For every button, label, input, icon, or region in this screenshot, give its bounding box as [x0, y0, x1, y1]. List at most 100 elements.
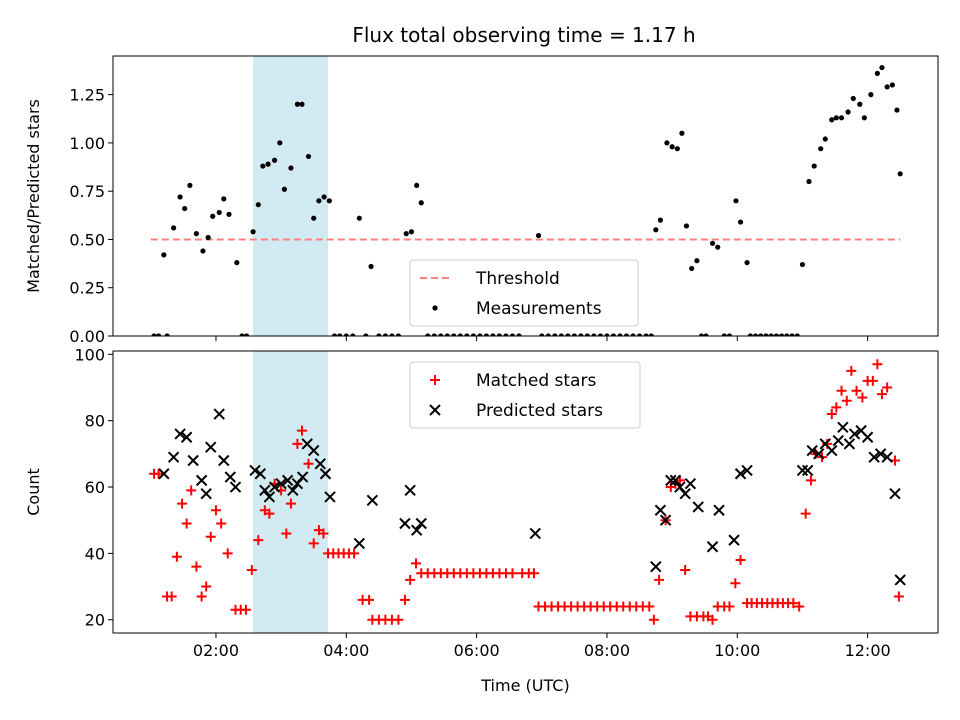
matched-stars-point [831, 402, 842, 413]
matched-stars-point [246, 564, 257, 575]
bottom-panel-counts: 02:00 04:00 06:00 08:00 10:00 12:00 20 40 60 80 10… [24, 345, 939, 695]
measurement-point [789, 333, 795, 336]
measurement-point [438, 333, 444, 336]
measurement-point [382, 333, 388, 336]
measurement-point [299, 101, 305, 107]
measurement-point [747, 333, 753, 336]
matched-stars-point [707, 614, 718, 625]
measurement-point [210, 213, 216, 219]
measurement-point [715, 244, 721, 250]
matched-stars-point [794, 601, 805, 612]
matched-stars-point [318, 528, 329, 539]
matched-stars-point [826, 409, 837, 420]
y-tick-label: 80 [85, 412, 105, 431]
measurement-point [350, 333, 356, 336]
measurement-point [535, 232, 542, 239]
measurement-point [822, 136, 828, 142]
predicted-stars-point [674, 481, 686, 493]
measurement-point [316, 198, 322, 204]
predicted-stars-point [268, 481, 281, 493]
measurement-point [694, 258, 700, 264]
x-axis-label: Time (UTC) [480, 676, 569, 695]
measurement-point [509, 333, 516, 336]
legend-entry-label: Measurements [476, 299, 602, 319]
matched-stars-point [648, 614, 659, 625]
matched-stars-point [349, 548, 360, 559]
predicted-stars-point [195, 474, 208, 487]
matched-stars-point [285, 498, 296, 509]
matched-stars-point [411, 558, 422, 569]
measurement-point [368, 263, 374, 270]
matched-stars-point [735, 555, 746, 566]
measurement-point [425, 333, 431, 336]
measurement-point [737, 219, 744, 225]
matched-stars-point [800, 508, 811, 519]
measurement-point [326, 198, 332, 204]
matched-stars-point [177, 498, 188, 509]
predicted-stars-point [654, 504, 667, 516]
y-tick-label: 0.75 [69, 182, 105, 201]
measurement-point [669, 144, 675, 150]
measurement-point [879, 64, 885, 71]
matched-stars-point [240, 604, 251, 615]
measurement-point [709, 240, 716, 246]
measurement-point [234, 260, 240, 266]
measurement-point [444, 333, 450, 336]
predicted-stars-point [324, 491, 336, 503]
measurement-point [811, 163, 817, 169]
measurement-point [726, 333, 733, 336]
measurement-point [648, 333, 654, 336]
predicted-stars-point [684, 477, 697, 490]
measurement-point [584, 333, 591, 336]
y-tick-label: 1.25 [69, 86, 105, 105]
measurement-point [733, 198, 739, 204]
measurement-point [833, 115, 839, 121]
matched-stars-point [788, 598, 799, 609]
predicted-stars-point [224, 471, 237, 483]
measurement-point [503, 333, 509, 336]
measurement-point [363, 333, 369, 336]
measurement-point [591, 333, 597, 336]
predicted-stars-point [826, 444, 838, 457]
measurement-point [552, 333, 558, 336]
measurement-point [784, 333, 790, 336]
measurement-point [894, 107, 900, 113]
measurement-point [643, 333, 649, 336]
measurement-point [376, 333, 382, 336]
measurement-point [288, 165, 294, 171]
predicted-stars-point [263, 491, 276, 503]
legend-entry-label: Predicted stars [476, 401, 603, 421]
matched-stars-point [730, 578, 741, 589]
measurement-point [239, 333, 245, 336]
measurement-point [457, 333, 463, 336]
measurement-point [683, 223, 690, 229]
matched-stars-point [507, 568, 518, 579]
measurement-point [850, 95, 856, 102]
measurement-point [496, 333, 503, 336]
measurement-point [408, 229, 415, 235]
y-tick-label: 1.00 [69, 134, 105, 153]
legend: Matched stars Predicted stars [409, 361, 641, 429]
matched-stars-point [171, 551, 182, 562]
measurement-point [490, 333, 496, 336]
legend-matched-swatch [430, 375, 440, 385]
measurement-point [610, 333, 617, 336]
matched-stars-point [846, 365, 857, 376]
measurement-point [623, 333, 630, 336]
predicted-stars-point [679, 487, 691, 500]
measurement-point [889, 82, 895, 88]
predicted-stars-point [410, 524, 423, 536]
axes-frame [112, 350, 939, 634]
matched-stars-point [303, 458, 314, 469]
measurement-point [617, 333, 623, 336]
measurement-point [205, 234, 211, 241]
predicted-stars-point [275, 477, 287, 490]
measurement-point [845, 109, 851, 115]
predicted-stars-point [281, 474, 294, 487]
matched-stars-point [836, 385, 847, 396]
predicted-stars-point [205, 441, 217, 453]
plot-area [149, 359, 906, 625]
predicted-stars-point [366, 494, 379, 507]
measurement-point [571, 333, 577, 336]
